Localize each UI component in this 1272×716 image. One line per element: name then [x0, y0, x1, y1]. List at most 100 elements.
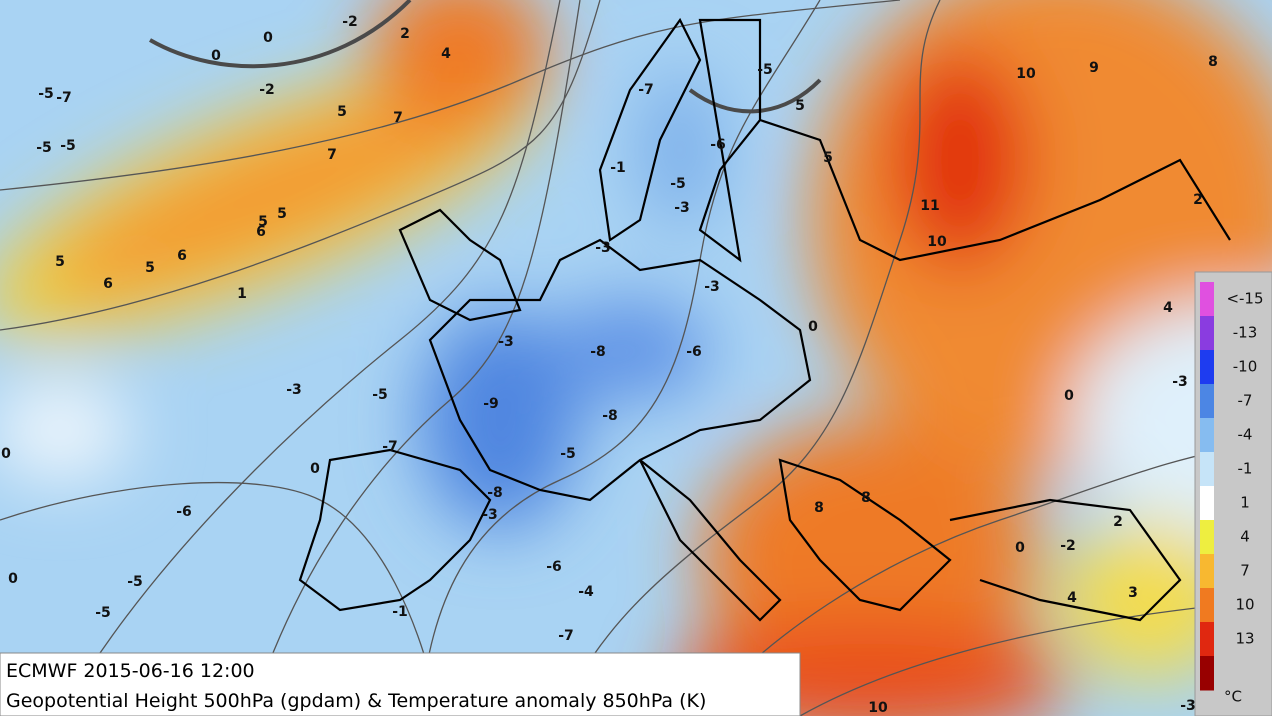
contour-label: -3	[498, 334, 514, 350]
contour-label: 5	[258, 214, 268, 230]
colorbar-label: 10	[1235, 596, 1254, 614]
colorbar-swatch	[1200, 486, 1214, 521]
contour-label: -6	[686, 344, 702, 360]
contour-label: -5	[38, 86, 54, 102]
contour-label: 4	[1067, 590, 1077, 606]
contour-label: -1	[610, 160, 626, 176]
contour-label: -5	[670, 176, 686, 192]
contour-label: 5	[823, 150, 833, 166]
contour-label: -3	[286, 382, 302, 398]
colorbar-swatch	[1200, 452, 1214, 487]
colorbar-label: 13	[1235, 630, 1254, 648]
contour-label: 8	[861, 490, 871, 506]
colorbar-unit: °C	[1224, 688, 1242, 706]
colorbar-label: -7	[1238, 392, 1253, 410]
colorbar-label: -1	[1238, 460, 1253, 478]
contour-label: -6	[710, 137, 726, 153]
contour-label: -5	[560, 446, 576, 462]
colorbar-label: -13	[1233, 324, 1258, 342]
contour-label: 10	[1016, 66, 1036, 82]
contour-label: 5	[337, 104, 347, 120]
contour-label: 7	[327, 147, 337, 163]
caption-box: ECMWF 2015-06-16 12:00 Geopotential Heig…	[0, 652, 801, 716]
contour-label: 6	[256, 224, 266, 240]
colorbar-swatch	[1200, 656, 1214, 691]
contour-label: -3	[704, 279, 720, 295]
contour-label: 1	[237, 286, 247, 302]
contour-label: 2	[400, 26, 410, 42]
contour-label: 11	[920, 198, 939, 214]
contour-label: 4	[1163, 300, 1173, 316]
colorbar-swatch	[1200, 418, 1214, 453]
contour-label: -5	[95, 605, 111, 621]
contour-label: -4	[578, 584, 594, 600]
colorbar-swatch	[1200, 282, 1214, 317]
colorbar-swatch	[1200, 384, 1214, 419]
contour-label: 7	[393, 110, 403, 126]
contour-label: 3	[1128, 585, 1138, 601]
colorbar-swatch	[1200, 554, 1214, 589]
contour-label: -5	[36, 140, 52, 156]
contour-label: -6	[546, 559, 562, 575]
contour-label: -7	[638, 82, 654, 98]
contour-label: -6	[176, 504, 192, 520]
contour-label: 0	[1015, 540, 1025, 556]
contour-label: -3	[595, 240, 611, 256]
contour-label: -3	[482, 507, 498, 523]
caption-line-2: Geopotential Height 500hPa (gpdam) & Tem…	[6, 690, 706, 712]
contour-label: -3	[674, 200, 690, 216]
contour-label: 0	[211, 48, 221, 64]
colorbar-label: -10	[1233, 358, 1258, 376]
contour-label: 0	[310, 461, 320, 477]
contour-label: 8	[1208, 54, 1218, 70]
contour-label: 0	[1, 446, 11, 462]
contour-label: 2	[1193, 192, 1203, 208]
contour-label: 0	[8, 571, 18, 587]
contour-label: -2	[342, 14, 358, 30]
contour-label: -3	[1180, 698, 1196, 714]
colorbar-label: 1	[1240, 494, 1250, 512]
contour-label: -5	[60, 138, 76, 154]
contour-label: -2	[1060, 538, 1076, 554]
contour-label: 5	[55, 254, 65, 270]
contour-label: -5	[757, 62, 773, 78]
colorbar-swatch	[1200, 520, 1214, 555]
colorbar-swatch	[1200, 622, 1214, 657]
colorbar-swatch	[1200, 588, 1214, 623]
colorbar-swatch	[1200, 350, 1214, 385]
height-contours-major	[149, 0, 822, 114]
contour-label: -9	[483, 396, 499, 412]
contour-label: 5	[795, 98, 805, 114]
contour-label: -2	[259, 82, 275, 98]
contour-label: -3	[1172, 374, 1188, 390]
caption-line-1: ECMWF 2015-06-16 12:00	[6, 660, 255, 682]
contour-label: 5	[145, 260, 155, 276]
contour-label: 0	[263, 30, 273, 46]
contour-label: 10	[868, 700, 888, 716]
colorbar-label: 4	[1240, 528, 1250, 546]
colorbar-label: -4	[1238, 426, 1253, 444]
contour-label: -8	[590, 344, 606, 360]
contour-label: 5	[277, 206, 287, 222]
contour-label: 0	[1064, 388, 1074, 404]
contour-label: -5	[372, 387, 388, 403]
contour-label: 2	[1113, 514, 1123, 530]
contour-label: -7	[56, 90, 72, 106]
contour-label: 6	[103, 276, 113, 292]
contour-label: -1	[392, 604, 408, 620]
contour-label: 4	[441, 46, 451, 62]
contour-label: -8	[487, 485, 503, 501]
contour-label: 10	[927, 234, 947, 250]
contour-label: -7	[558, 628, 574, 644]
contour-label: 6	[177, 248, 187, 264]
colorbar-label: 7	[1240, 562, 1250, 580]
coastlines	[298, 17, 1231, 622]
colorbar-label: <-15	[1226, 290, 1263, 308]
contour-label: -7	[382, 439, 398, 455]
contour-label: 9	[1089, 60, 1099, 76]
contour-label: -5	[127, 574, 143, 590]
contour-label: -8	[602, 408, 618, 424]
